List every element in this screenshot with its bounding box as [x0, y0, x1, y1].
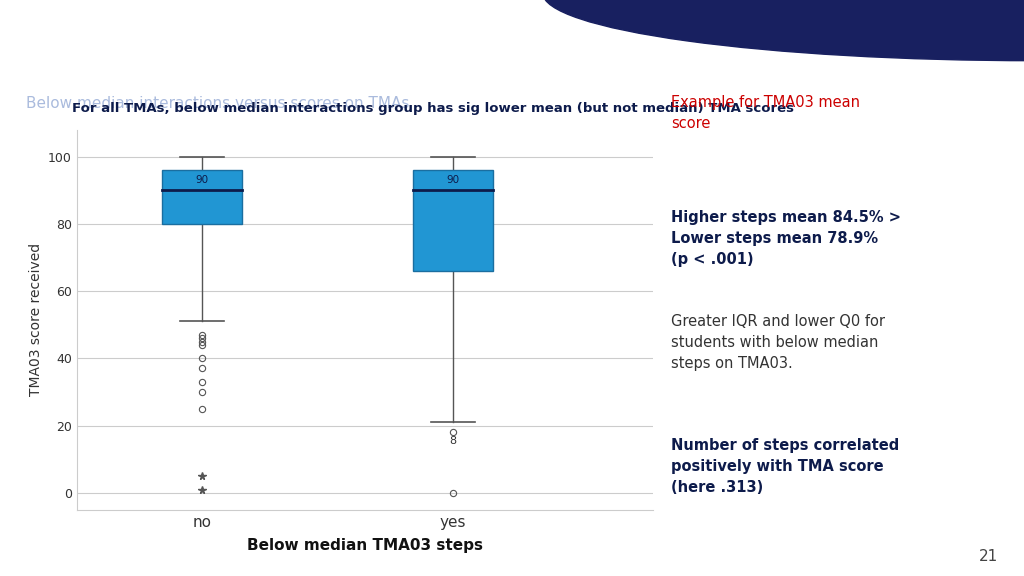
Text: M250 2021J TMA Interactions: M250 2021J TMA Interactions — [26, 31, 485, 59]
Text: 90: 90 — [446, 175, 460, 185]
Text: 21: 21 — [979, 550, 998, 564]
X-axis label: Below median TMA03 steps: Below median TMA03 steps — [247, 538, 483, 553]
Y-axis label: TMA03 score received: TMA03 score received — [29, 243, 43, 396]
Text: Higher steps mean 84.5% >
Lower steps mean 78.9%
(p < .001): Higher steps mean 84.5% > Lower steps me… — [671, 210, 901, 267]
Text: Number of steps correlated
positively with TMA score
(here .313): Number of steps correlated positively wi… — [671, 438, 899, 495]
Text: Below median interactions versus scores on TMAs: Below median interactions versus scores … — [26, 96, 409, 111]
Text: Example for TMA03 mean
score: Example for TMA03 mean score — [671, 95, 860, 131]
Text: Greater IQR and lower Q0 for
students with below median
steps on TMA03.: Greater IQR and lower Q0 for students wi… — [671, 314, 885, 371]
Text: For all TMAs, below median interactions group has sig lower mean (but not median: For all TMAs, below median interactions … — [72, 102, 794, 115]
Bar — [413, 170, 493, 271]
Circle shape — [543, 0, 1024, 60]
Bar — [162, 170, 243, 224]
Text: 90: 90 — [196, 175, 209, 185]
Text: 8: 8 — [450, 436, 457, 446]
